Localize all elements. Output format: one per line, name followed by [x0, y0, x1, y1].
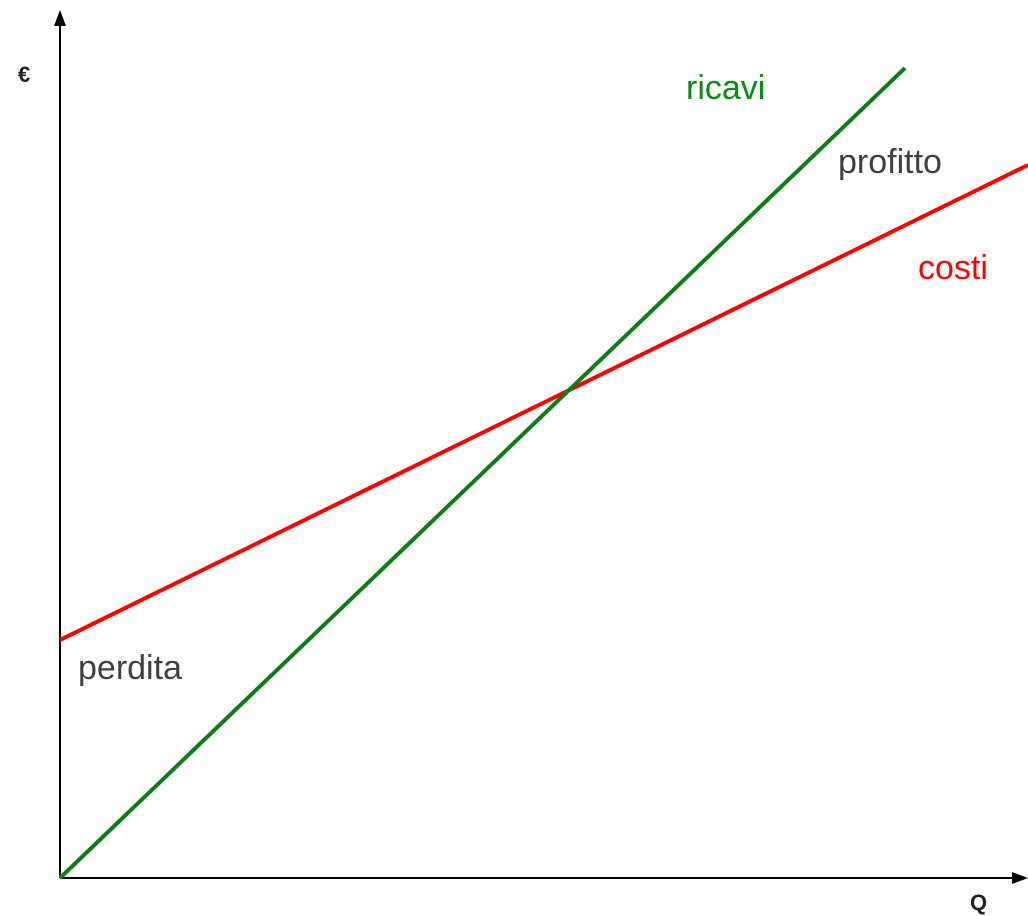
- loss-label: perdita: [78, 649, 182, 687]
- cost-line: [59, 163, 1028, 642]
- revenue-line: [58, 66, 907, 880]
- x-arrow: [1012, 872, 1028, 884]
- x-axis-label: Q: [970, 890, 987, 915]
- y-arrow: [54, 10, 66, 26]
- y-axis-label: €: [18, 62, 30, 87]
- profit-label: profitto: [838, 143, 942, 181]
- cost-label: costi: [918, 249, 988, 287]
- revenue-label: ricavi: [686, 69, 765, 107]
